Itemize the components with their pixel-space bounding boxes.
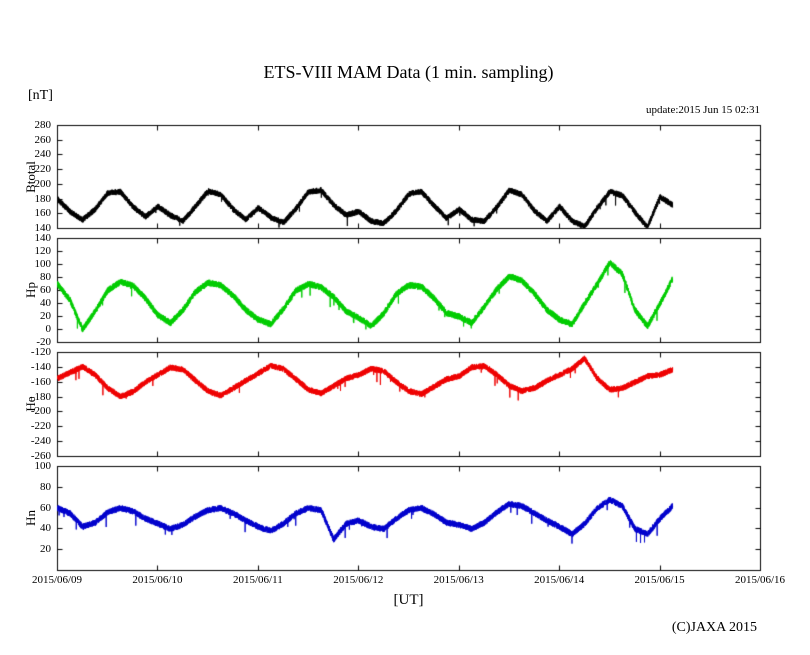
x-axis-label: [UT] — [393, 592, 424, 608]
copyright: (C)JAXA 2015 — [671, 620, 757, 635]
update-timestamp: update:2015 Jun 15 02:31 — [646, 104, 760, 116]
chart-title: ETS-VIII MAM Data (1 min. sampling) — [263, 62, 554, 82]
y-unit-label: [nT] — [28, 88, 53, 103]
